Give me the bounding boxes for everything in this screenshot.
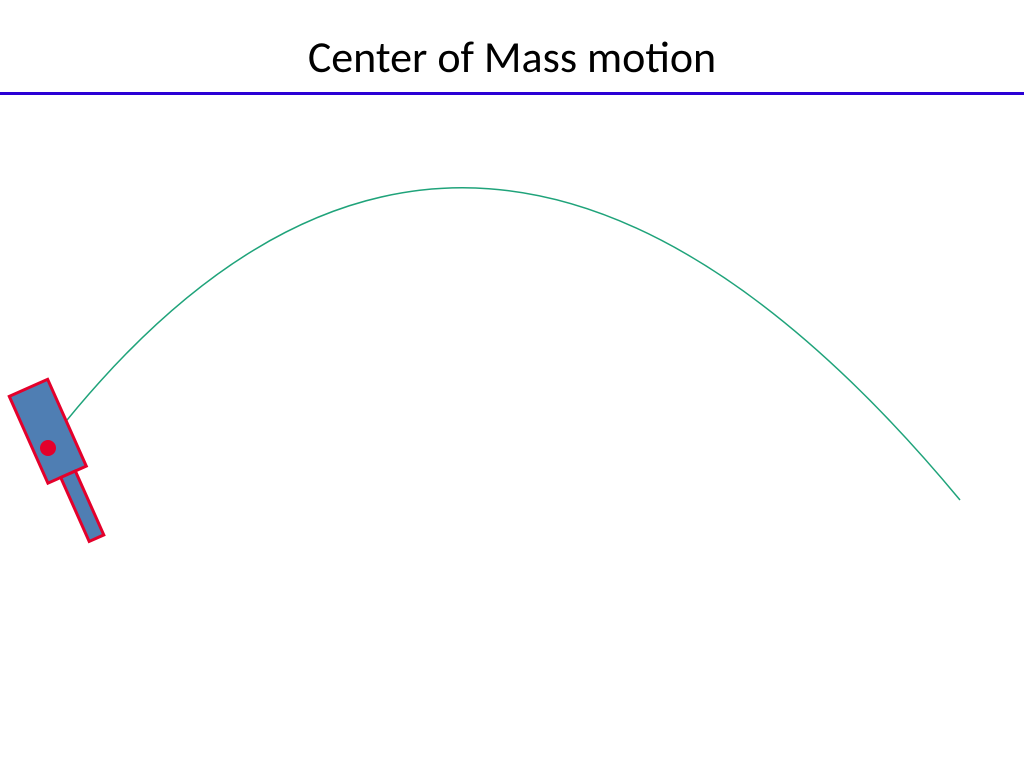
- trajectory-curve: [55, 188, 960, 500]
- diagram-stage: [0, 0, 1024, 768]
- center-of-mass-dot: [40, 440, 56, 456]
- hammer-handle: [61, 471, 104, 541]
- hammer-object: [9, 379, 114, 547]
- hammer-head: [9, 379, 86, 483]
